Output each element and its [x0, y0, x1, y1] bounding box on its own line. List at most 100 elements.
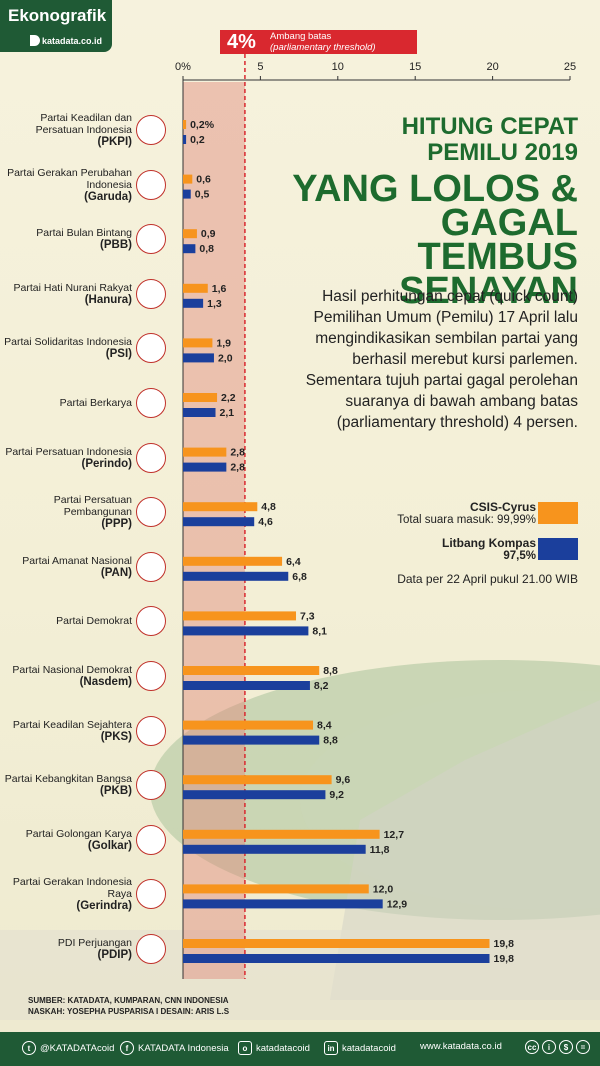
demokrat-logo-icon: [136, 606, 166, 637]
bar-value-label: 8,2: [314, 680, 329, 692]
threshold-label: 4% Ambang batas (parliamentary threshold…: [220, 30, 417, 54]
bar-value-label: 0,5: [195, 189, 210, 201]
bar-value-label: 8,1: [312, 625, 327, 637]
bar-value-label: 4,8: [261, 501, 276, 513]
brand-logo-text: katadata.co.id: [42, 36, 103, 46]
pkpi-logo-icon: [136, 115, 166, 145]
facebook-link[interactable]: f KATADATA Indonesia: [120, 1041, 229, 1055]
party-name: Partai Gerakan Perubahan Indonesia: [7, 166, 132, 191]
bar-csis: [183, 283, 208, 293]
description-text: Hasil perhitungan cepat (quick count) Pe…: [305, 288, 578, 431]
bar-kompas: [183, 844, 366, 854]
party-label: Partai Keadilan dan Persatuan Indonesia(…: [4, 112, 132, 148]
bar-value-label: 8,8: [323, 735, 338, 747]
party-name: Partai Keadilan dan Persatuan Indonesia: [35, 112, 132, 136]
party-abbr: (Perindo): [81, 457, 132, 470]
bar-csis: [183, 884, 369, 894]
x-tick-label: 5: [257, 61, 263, 73]
party-abbr: (PKS): [100, 730, 132, 743]
legend-swatch-kompas: [538, 538, 578, 560]
bar-value-label: 0,6: [196, 174, 211, 186]
bar-kompas: [183, 189, 191, 199]
party-abbr: (Garuda): [84, 190, 132, 203]
party-label: Partai Amanat Nasional (PAN): [4, 555, 132, 579]
bar-value-label: 11,8: [370, 844, 390, 856]
instagram-link[interactable]: o katadatacoid: [238, 1041, 310, 1055]
party-name: Partai Demokrat: [56, 615, 132, 628]
bar-value-label: 8,4: [317, 720, 332, 732]
bar-value-label: 7,3: [300, 610, 315, 622]
party-label: Partai Solidaritas Indonesia (PSI): [4, 336, 132, 360]
bar-value-label: 0,2%: [190, 119, 215, 131]
instagram-icon: o: [238, 1041, 252, 1055]
sources: SUMBER: KATADATA, KUMPARAN, CNN INDONESI…: [28, 995, 229, 1017]
x-tick-label: 0%: [175, 61, 191, 73]
bar-value-label: 8,8: [323, 665, 338, 677]
pan-logo-icon: [136, 551, 166, 582]
bar-kompas: [183, 517, 255, 527]
party-label: Partai Keadilan Sejahtera (PKS): [4, 719, 132, 743]
party-label: Partai Persatuan Pembangunan (PPP): [4, 494, 132, 530]
pks-logo-icon: [136, 715, 166, 746]
nasdem-logo-icon: [136, 661, 166, 691]
party-name: Partai Solidaritas Indonesia: [4, 336, 132, 349]
bar-chart: 0% 5 10 15 20 25 0,2% 0,2 0,6 0,5 0,9 0,8 1,6 1,3 1,9 2…: [175, 54, 576, 979]
legend-sub-kompas: 97,5%: [503, 550, 536, 562]
linkedin-link[interactable]: in katadatacoid: [324, 1041, 396, 1055]
party-name: Partai Gerakan Indonesia Raya: [12, 876, 132, 901]
pkb-logo-icon: [136, 770, 166, 801]
bar-csis: [183, 447, 227, 457]
bar-value-label: 1,9: [216, 337, 231, 349]
bar-value-label: 9,2: [329, 789, 344, 801]
bar-value-label: 2,8: [230, 462, 245, 474]
party-label: Partai Nasional Demokrat (Nasdem): [4, 664, 132, 688]
bar-kompas: [183, 681, 310, 690]
party-label: Partai Demokrat: [4, 615, 132, 627]
linkedin-icon: in: [324, 1041, 338, 1055]
footer-bar: t @KATADATAcoid f KATADATA Indonesia o k…: [0, 1032, 600, 1066]
bar-value-label: 2,8: [230, 447, 245, 459]
party-name: Partai Persatuan Pembangunan: [53, 494, 132, 519]
party-abbr: (PDIP): [97, 949, 133, 961]
psi-logo-icon: [136, 333, 166, 364]
by-icon: i: [542, 1040, 556, 1054]
bar-csis: [183, 939, 490, 948]
threshold-band: [183, 82, 245, 979]
party-label: Partai Gerakan Perubahan Indonesia (Garud…: [4, 167, 132, 203]
bar-csis: [183, 666, 320, 675]
party-label: PDI Perjuangan (PDIP): [4, 937, 132, 961]
party-abbr: (PKB): [100, 785, 132, 798]
bar-csis: [183, 338, 213, 348]
katadata-logo-icon: [30, 35, 40, 46]
party-abbr: (PSI): [105, 348, 132, 361]
bar-csis: [183, 775, 332, 785]
bar-kompas: [183, 626, 309, 636]
brand-title: Ekonografik: [8, 6, 107, 25]
bar-value-label: 6,8: [292, 571, 307, 583]
bar-value-label: 2,1: [220, 407, 235, 419]
party-label: Partai Golongan Karya (Golkar): [4, 828, 132, 852]
bar-csis: [183, 611, 297, 621]
x-tick-label: 25: [564, 61, 576, 73]
party-label: Partai Gerakan Indonesia Raya (Gerindra): [4, 876, 132, 912]
bar-kompas: [183, 462, 227, 472]
twitter-link[interactable]: t @KATADATAcoid: [22, 1041, 114, 1055]
bar-csis: [183, 556, 283, 566]
party-abbr: (PPP): [101, 518, 132, 531]
bar-kompas: [183, 899, 383, 909]
party-name: Partai Golongan Karya: [25, 827, 132, 840]
headline-line: SENAYAN: [399, 270, 578, 312]
bar-kompas: [183, 244, 196, 254]
website-link[interactable]: www.katadata.co.id: [420, 1041, 502, 1052]
headline-title: YANG LOLOS & GAGAL TEMBUS SENAYAN: [280, 170, 578, 312]
bar-value-label: 6,4: [286, 556, 301, 568]
legend-name-csis: CSIS-Cyrus: [469, 500, 536, 514]
party-abbr: (PKPI): [97, 136, 133, 148]
twitter-handle: @KATADATAcoid: [40, 1042, 115, 1054]
perindo-logo-icon: [136, 442, 166, 473]
bar-csis: [183, 120, 187, 129]
data-timestamp: Data per 22 April pukul 21.00 WIB: [397, 572, 578, 586]
credit-line: NASKAH: YOSEPHA PUSPARISA I DESAIN: ARIS…: [28, 1007, 230, 1016]
facebook-icon: f: [120, 1041, 134, 1055]
party-abbr: (Nasdem): [79, 676, 132, 688]
